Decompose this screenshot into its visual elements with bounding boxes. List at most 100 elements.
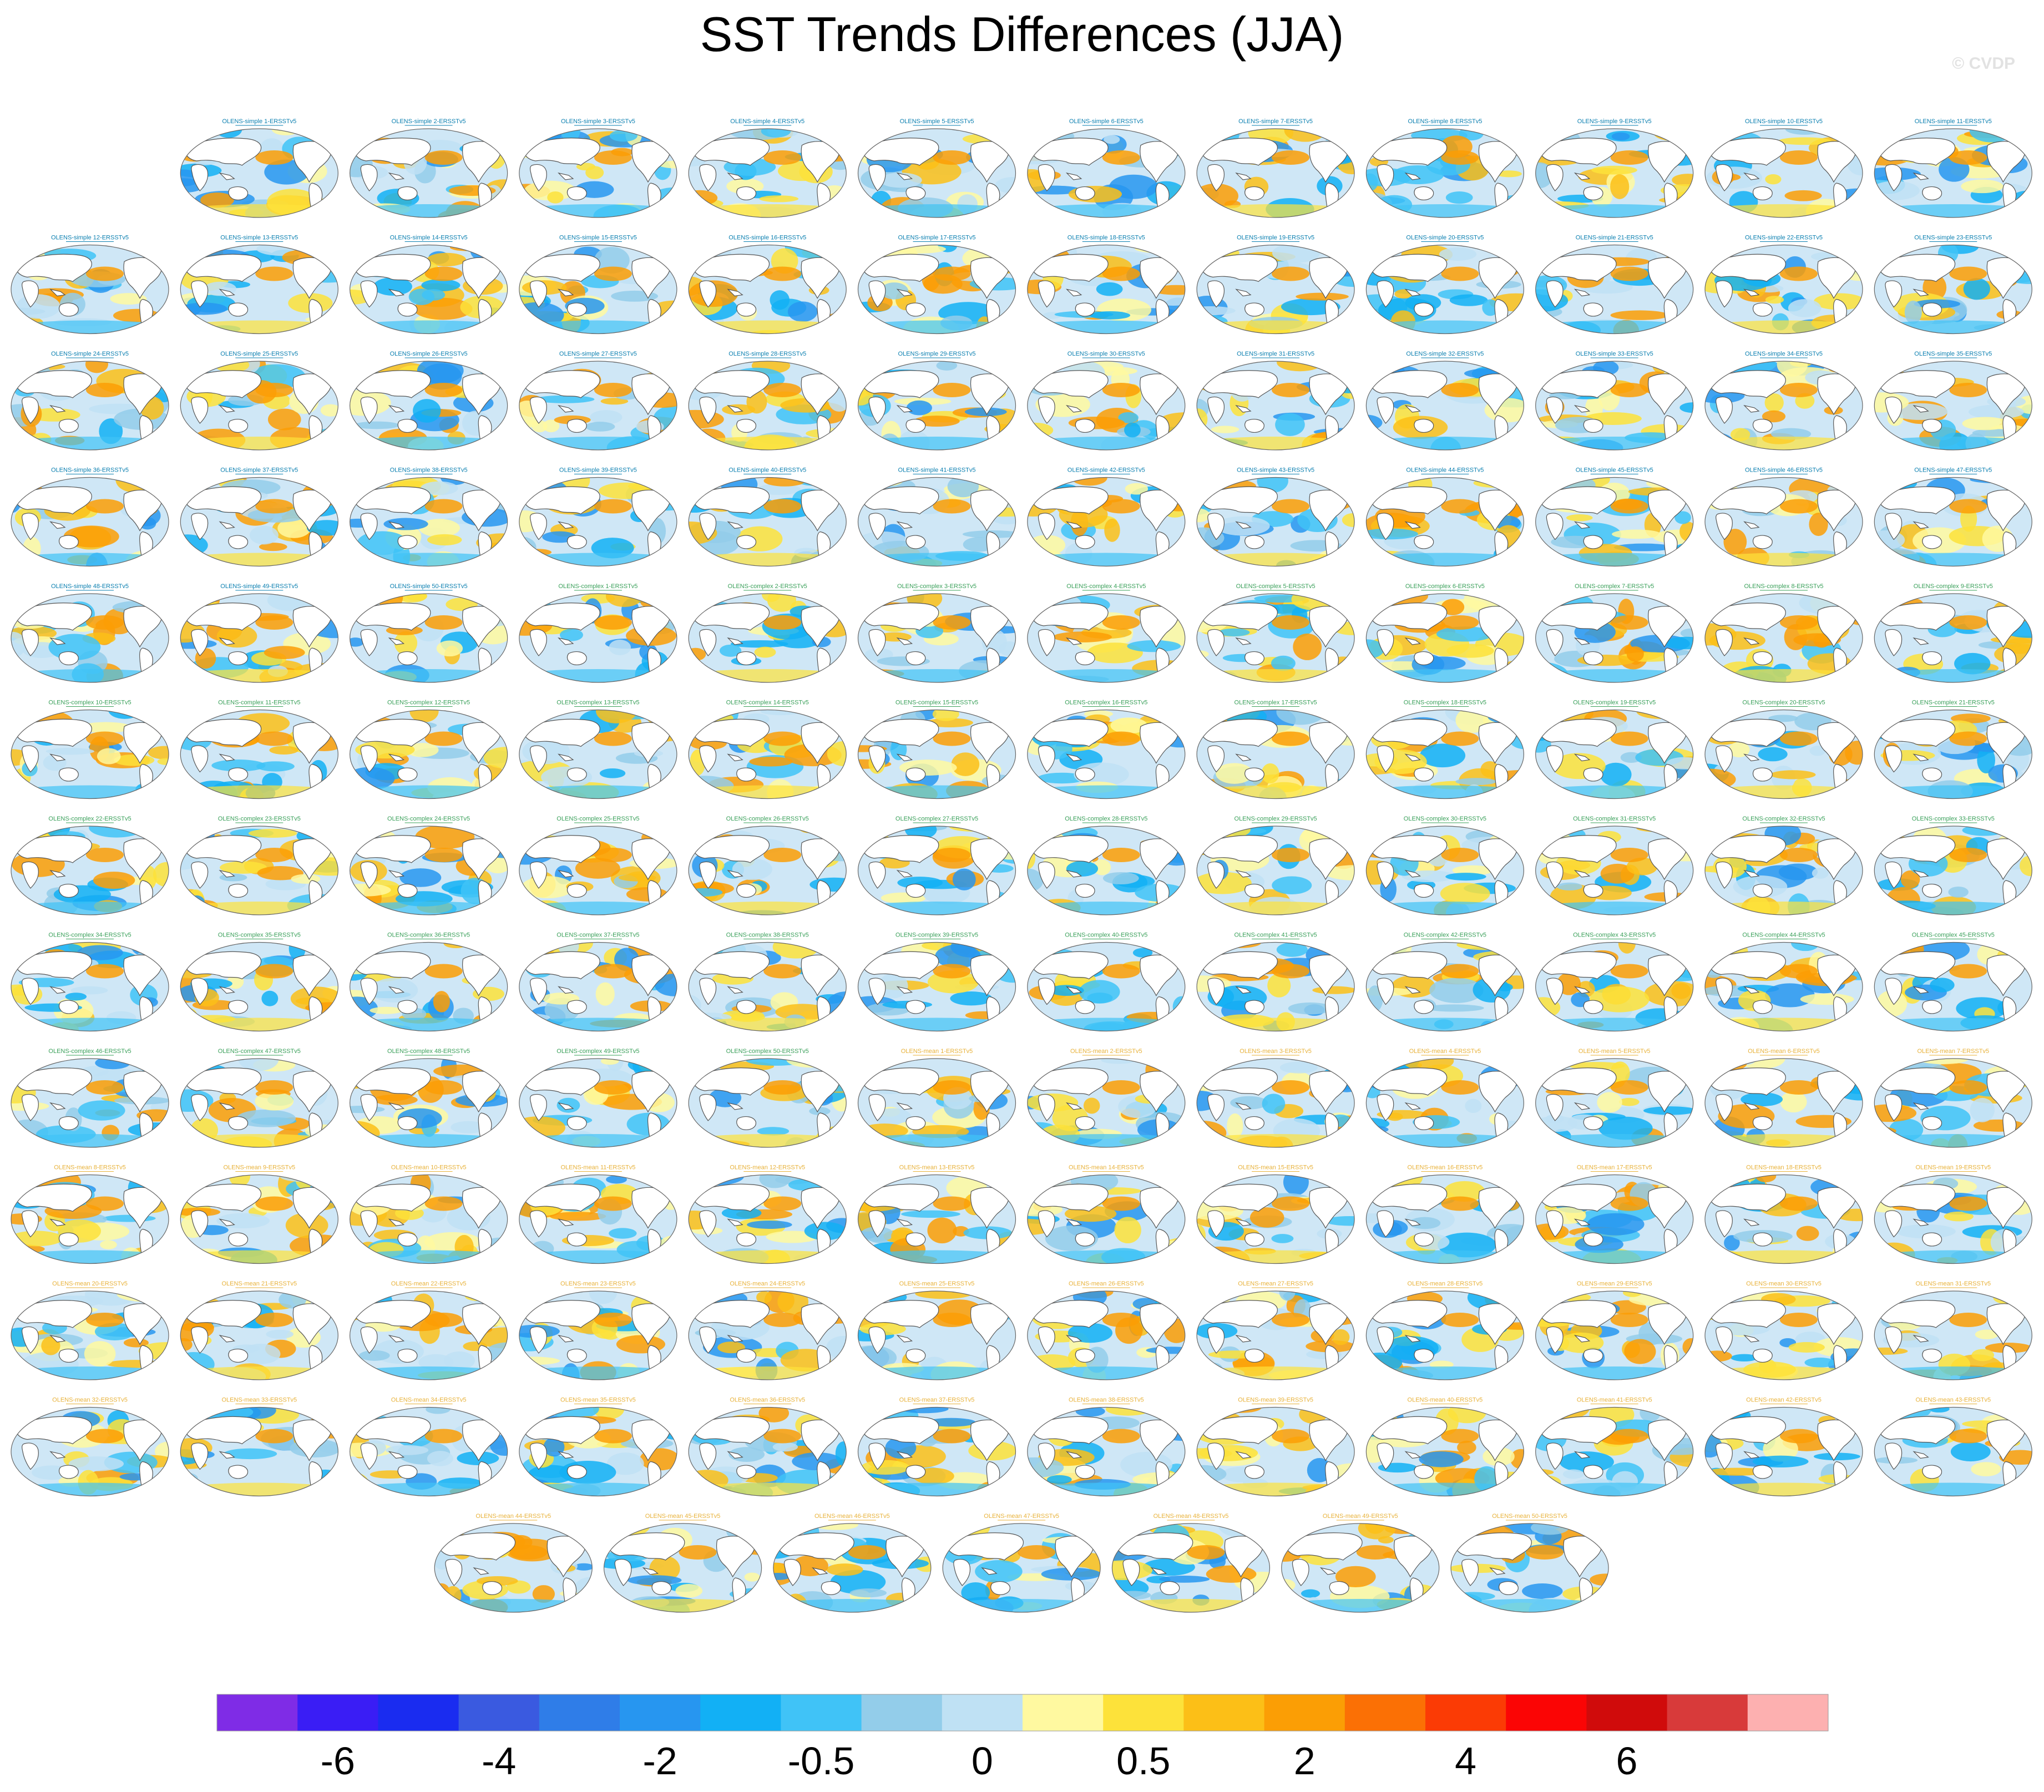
- indonesia-shape: [219, 288, 235, 297]
- anomaly-blob: [1104, 518, 1120, 542]
- north-pacific-warm-patch: [594, 731, 632, 746]
- globe-outline: [180, 244, 338, 335]
- north-pacific-warm-patch: [1102, 1313, 1140, 1327]
- north-pacific-warm-patch: [255, 150, 294, 165]
- greenland-shape: [1678, 134, 1690, 145]
- indonesia-shape: [1065, 288, 1082, 297]
- north-pacific-warm-patch: [1441, 1196, 1479, 1211]
- anomaly-blob: [1197, 1013, 1217, 1026]
- globe-outline: [1874, 593, 2032, 683]
- greenland-shape: [1848, 1064, 1859, 1075]
- panel-map-field: [1874, 1059, 2032, 1147]
- map-panel: OLENS-mean 21-ERSSTv5: [180, 1280, 338, 1380]
- greenland-shape: [832, 483, 843, 494]
- australia-shape: [59, 1232, 79, 1247]
- panel-label: OLENS-simple 27-ERSSTv5: [559, 351, 637, 357]
- south-america-shape: [2002, 1112, 2017, 1146]
- panel-label: OLENS-complex 48-ERSSTv5: [387, 1048, 470, 1055]
- australia-shape: [1414, 651, 1434, 665]
- map-panel: OLENS-mean 1-ERSSTv5: [857, 1048, 1016, 1148]
- panel-label: OLENS-simple 17-ERSSTv5: [898, 235, 976, 241]
- north-pacific-warm-patch: [594, 383, 632, 397]
- australia-shape: [1583, 535, 1603, 549]
- anomaly-blob: [1027, 1024, 1060, 1031]
- north-pacific-warm-patch: [763, 266, 802, 281]
- south-america-shape: [817, 763, 831, 797]
- australia-shape: [905, 419, 926, 433]
- globe-outline: [1027, 361, 1186, 450]
- anomaly-blob: [521, 876, 574, 899]
- eurasia-shape: [16, 254, 92, 282]
- map-panel: OLENS-complex 49-ERSSTv5: [519, 1048, 677, 1148]
- anomaly-blob: [257, 866, 303, 880]
- anomaly-blob: [350, 1471, 370, 1496]
- australia-shape: [1922, 1000, 1942, 1014]
- panel-map-field: [1366, 1291, 1524, 1380]
- greenland-shape: [2017, 831, 2029, 842]
- australia-shape: [397, 1000, 418, 1014]
- anomaly-blob: [1610, 310, 1669, 320]
- south-america-shape: [308, 183, 323, 216]
- north-pacific-warm-patch: [1272, 499, 1310, 514]
- greenland-shape: [1848, 134, 1859, 145]
- anomaly-blob: [858, 1363, 871, 1380]
- panel-map-field: [1366, 942, 1524, 1031]
- south-america-shape: [1833, 298, 1847, 332]
- south-america-shape: [986, 647, 1000, 681]
- panel-map-field: [1027, 826, 1185, 915]
- map-panel: OLENS-mean 32-ERSSTv5: [11, 1397, 169, 1497]
- south-america-shape: [1833, 880, 1847, 914]
- panel-map-field: [180, 1407, 338, 1496]
- africa-shape: [360, 280, 378, 308]
- panel-map-field: [1027, 594, 1185, 682]
- globe-outline: [519, 709, 677, 799]
- globe-outline: [180, 593, 338, 683]
- south-america-shape: [478, 298, 492, 332]
- panel-map-field: [1027, 245, 1185, 334]
- panel-map-field: [1366, 710, 1524, 799]
- anomaly-blob: [256, 761, 295, 772]
- panel-map-field: [350, 129, 508, 217]
- australia-shape: [397, 1465, 418, 1479]
- anomaly-blob: [689, 1059, 709, 1070]
- panel-label: OLENS-mean 16-ERSSTv5: [1408, 1165, 1483, 1171]
- africa-shape: [1885, 396, 1903, 424]
- australia-shape: [736, 302, 756, 317]
- panel-label: OLENS-mean 4-ERSSTv5: [1409, 1048, 1481, 1055]
- anomaly-blob: [1366, 1125, 1389, 1134]
- indonesia-shape: [219, 172, 235, 180]
- map-panel: OLENS-simple 26-ERSSTv5: [349, 351, 508, 450]
- anomaly-blob: [1197, 789, 1217, 799]
- south-america-shape: [986, 298, 1000, 332]
- anomaly-blob: [526, 908, 559, 915]
- greenland-shape: [662, 1296, 674, 1307]
- australia-shape: [1753, 419, 1773, 433]
- eurasia-shape: [1709, 603, 1786, 631]
- anomaly-blob: [1678, 245, 1693, 263]
- anomaly-blob: [180, 597, 198, 610]
- map-panel: OLENS-simple 25-ERSSTv5: [180, 351, 338, 450]
- south-america-shape: [1833, 763, 1847, 797]
- south-america-shape: [1494, 298, 1509, 332]
- eurasia-shape: [1031, 486, 1109, 515]
- panel-map-field: [1197, 1175, 1355, 1264]
- panel-label: OLENS-complex 18-ERSSTv5: [1404, 700, 1486, 706]
- anomaly-blob: [1705, 1136, 1734, 1147]
- panel-map-field: [858, 477, 1016, 566]
- greenland-shape: [154, 948, 165, 959]
- globe-outline: [1365, 709, 1524, 799]
- map-panel: OLENS-complex 5-ERSSTv5: [1196, 583, 1355, 683]
- panel-label: OLENS-simple 6-ERSSTv5: [1069, 118, 1144, 125]
- anomaly-blob: [982, 1136, 1016, 1147]
- panel-map-field: [519, 710, 677, 799]
- panel-label: OLENS-mean 9-ERSSTv5: [223, 1165, 295, 1171]
- anomaly-blob: [1096, 282, 1123, 296]
- anomaly-blob: [11, 671, 38, 678]
- indonesia-shape: [1574, 753, 1591, 762]
- south-america-shape: [1325, 647, 1339, 681]
- north-pacific-warm-patch: [763, 1080, 802, 1095]
- anomaly-blob: [1486, 710, 1524, 725]
- south-america-shape: [478, 763, 492, 797]
- anomaly-blob: [626, 887, 669, 902]
- panel-label: OLENS-mean 13-ERSSTv5: [899, 1165, 975, 1171]
